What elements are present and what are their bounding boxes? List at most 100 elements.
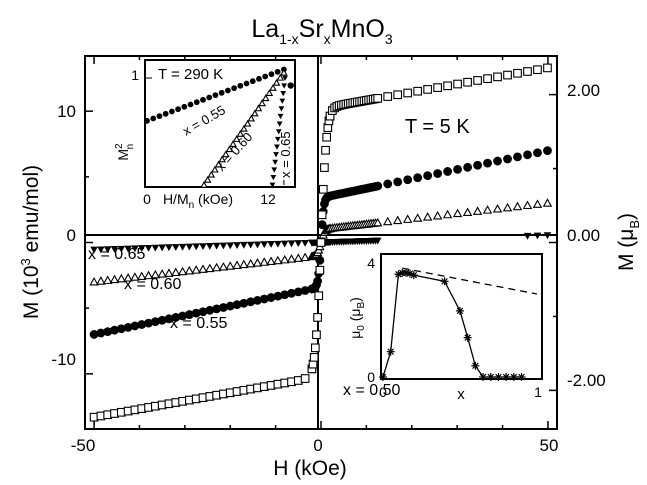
data-point <box>249 78 256 85</box>
title-part: 3 <box>385 31 393 47</box>
data-point <box>225 261 235 270</box>
y-tick-label-left: 10 <box>57 102 76 121</box>
data-point <box>245 258 256 268</box>
series-label: x = 0.60 <box>124 276 181 293</box>
data-point <box>218 89 225 96</box>
data-point <box>443 167 453 176</box>
data-point <box>270 175 277 181</box>
title-part: 1-x <box>279 31 298 47</box>
inset2-x-tick: 0 <box>379 384 387 400</box>
data-point <box>243 80 250 87</box>
data-point <box>322 132 332 142</box>
data-point <box>272 159 279 165</box>
data-point <box>274 68 281 75</box>
data-point <box>131 245 139 253</box>
data-point <box>542 198 553 207</box>
data-point <box>318 184 328 194</box>
data-point <box>211 165 219 173</box>
inset2-x-title: x <box>457 386 465 403</box>
series-label: x = 0.65 <box>88 246 145 263</box>
data-point <box>273 152 279 158</box>
data-point <box>513 68 522 78</box>
inset1-x-title-part: H/M <box>163 191 189 207</box>
data-point <box>219 303 228 312</box>
data-point <box>463 162 472 172</box>
data-point <box>150 269 161 279</box>
data-point <box>240 124 248 132</box>
data-point <box>320 163 329 172</box>
inset1-data <box>144 66 294 188</box>
asterisk-stroke <box>387 348 394 355</box>
data-point <box>393 177 403 187</box>
y-title-right-part: B <box>627 220 642 229</box>
data-point <box>383 179 393 189</box>
data-point <box>143 270 154 280</box>
data-point <box>96 328 106 338</box>
asterisk-stroke <box>406 270 414 277</box>
data-point <box>462 207 473 216</box>
data-point <box>144 318 153 328</box>
data-point <box>137 320 147 329</box>
data-point <box>178 311 187 321</box>
inset1-series-label: x = 0.65 <box>278 131 293 178</box>
data-point <box>269 83 277 91</box>
inset2-y-title: μ0 (μB) <box>347 297 367 339</box>
data-point <box>211 262 222 272</box>
data-point <box>301 239 309 247</box>
data-point <box>110 325 119 335</box>
data-point <box>386 347 395 356</box>
chart-title: La1-xSrxMnO3 <box>251 15 392 47</box>
title-part: La <box>251 15 279 43</box>
data-point <box>403 88 413 98</box>
data-point <box>260 241 269 249</box>
data-point <box>280 290 290 300</box>
data-point <box>262 73 269 80</box>
data-point <box>124 245 132 253</box>
data-point <box>116 273 127 283</box>
data-point <box>123 273 133 282</box>
data-point <box>252 258 263 267</box>
data-point <box>443 81 452 91</box>
data-point <box>274 136 281 143</box>
data-point <box>533 65 542 75</box>
data-point <box>175 106 182 113</box>
data-point <box>473 160 482 170</box>
data-point <box>310 343 320 353</box>
data-point <box>156 113 163 120</box>
data-point <box>373 94 383 103</box>
data-point <box>192 243 200 251</box>
data-point <box>130 321 140 331</box>
data-point <box>473 76 482 85</box>
data-point <box>136 271 147 280</box>
data-point <box>198 307 208 317</box>
data-point <box>492 203 503 213</box>
data-point <box>158 244 166 252</box>
data-point <box>205 263 215 273</box>
data-point <box>225 145 234 153</box>
data-point <box>532 199 543 208</box>
data-point <box>232 135 241 142</box>
data-point <box>219 242 228 250</box>
data-point <box>130 272 140 281</box>
data-point <box>233 242 241 249</box>
data-point <box>268 71 275 78</box>
data-point <box>373 237 382 245</box>
data-point <box>224 87 231 94</box>
data-point <box>317 210 327 220</box>
data-point <box>157 315 167 325</box>
data-point <box>402 214 413 223</box>
data-point <box>212 242 221 250</box>
data-point <box>452 208 463 218</box>
data-point <box>321 145 330 155</box>
data-point <box>503 70 512 80</box>
data-point <box>300 252 310 262</box>
data-point <box>523 150 532 160</box>
data-point <box>256 75 262 82</box>
data-point <box>109 274 120 284</box>
data-point <box>315 255 325 265</box>
data-point <box>314 291 324 301</box>
title-part: Sr <box>299 15 324 43</box>
data-point <box>280 240 289 248</box>
data-point <box>493 72 502 82</box>
data-point <box>317 220 327 230</box>
